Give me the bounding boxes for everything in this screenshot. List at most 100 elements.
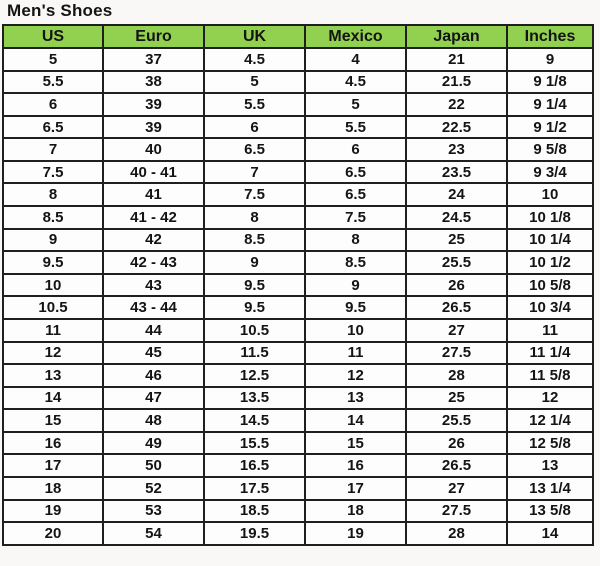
table-cell: 10 1/2 [506, 250, 594, 275]
table-cell: 9 3/4 [506, 159, 594, 185]
table-cell: 24.5 [405, 205, 508, 230]
table-cell: 46 [102, 363, 205, 388]
table-cell: 11 [506, 317, 594, 343]
table-cell: 6 [304, 137, 407, 162]
table-cell: 13 1/4 [506, 476, 594, 501]
table-cell: 9 [506, 47, 594, 72]
table-cell: 37 [102, 47, 205, 72]
table-cell: 13 [506, 453, 594, 478]
table-cell: 9.5 [2, 250, 104, 275]
table-cell: 28 [405, 521, 508, 546]
table-cell: 12.5 [203, 363, 306, 388]
table-cell: 7.5 [304, 205, 407, 230]
table-cell: 11 1/4 [506, 340, 594, 366]
table-cell: 7 [2, 137, 104, 162]
table-cell: 21.5 [405, 69, 508, 95]
column-header-euro: Euro [102, 24, 205, 49]
table-cell: 41 [102, 182, 205, 208]
table-cell: 43 [102, 272, 205, 298]
table-cell: 16.5 [203, 453, 306, 478]
column-header-us: US [2, 24, 104, 49]
table-cell: 44 [102, 317, 205, 343]
table-cell: 5.5 [304, 114, 407, 140]
table-cell: 10 [2, 272, 104, 298]
table-cell: 5 [2, 47, 104, 72]
table-cell: 25 [405, 227, 508, 253]
table-cell: 25 [405, 385, 508, 411]
table-cell: 25.5 [405, 408, 508, 433]
table-row: 18 52 17.5 17 27 13 1/4 [2, 476, 594, 501]
table-cell: 16 [304, 453, 407, 478]
table-row: 17 50 16.5 16 26.5 13 [2, 453, 594, 478]
table-row: 10 43 9.5 9 26 10 5/8 [2, 272, 594, 298]
table-cell: 15 [304, 430, 407, 456]
table-cell: 10 1/8 [506, 205, 594, 230]
column-header-inches: Inches [506, 24, 594, 49]
table-cell: 52 [102, 476, 205, 501]
table-cell: 9 [304, 272, 407, 298]
table-cell: 27 [405, 476, 508, 501]
table-row: 8 41 7.5 6.5 24 10 [2, 182, 594, 208]
table-cell: 47 [102, 385, 205, 411]
table-cell: 27.5 [405, 498, 508, 524]
table-cell: 48 [102, 408, 205, 433]
table-cell: 8 [203, 205, 306, 230]
table-cell: 17 [304, 476, 407, 501]
table-cell: 15 [2, 408, 104, 433]
table-cell: 38 [102, 69, 205, 95]
table-cell: 27.5 [405, 340, 508, 366]
table-row: 9 42 8.5 8 25 10 1/4 [2, 227, 594, 253]
table-cell: 14 [506, 521, 594, 546]
table-cell: 6 [2, 92, 104, 117]
table-cell: 19.5 [203, 521, 306, 546]
table-cell: 41 - 42 [102, 205, 205, 230]
table-cell: 50 [102, 453, 205, 478]
table-cell: 18.5 [203, 498, 306, 524]
table-cell: 13 [304, 385, 407, 411]
table-cell: 9 1/2 [506, 114, 594, 140]
table-cell: 7.5 [2, 159, 104, 185]
table-cell: 12 5/8 [506, 430, 594, 456]
table-cell: 9 [2, 227, 104, 253]
table-cell: 18 [304, 498, 407, 524]
table-cell: 6.5 [304, 159, 407, 185]
column-header-uk: UK [203, 24, 306, 49]
table-cell: 39 [102, 92, 205, 117]
table-cell: 11.5 [203, 340, 306, 366]
table-row: 5.5 38 5 4.5 21.5 9 1/8 [2, 69, 594, 95]
column-header-mexico: Mexico [304, 24, 407, 49]
table-cell: 9 1/8 [506, 69, 594, 95]
table-cell: 19 [2, 498, 104, 524]
table-cell: 7.5 [203, 182, 306, 208]
table-cell: 14 [2, 385, 104, 411]
table-cell: 6.5 [2, 114, 104, 140]
table-cell: 9 1/4 [506, 92, 594, 117]
table-cell: 12 [506, 385, 594, 411]
table-row: 6.5 39 6 5.5 22.5 9 1/2 [2, 114, 594, 140]
table-cell: 15.5 [203, 430, 306, 456]
table-row: 13 46 12.5 12 28 11 5/8 [2, 363, 594, 388]
table-cell: 6 [203, 114, 306, 140]
table-row: 10.5 43 - 44 9.5 9.5 26.5 10 3/4 [2, 295, 594, 320]
table-cell: 13 [2, 363, 104, 388]
table-row: 15 48 14.5 14 25.5 12 1/4 [2, 408, 594, 433]
table-cell: 11 5/8 [506, 363, 594, 388]
table-cell: 9.5 [304, 295, 407, 320]
table-row: 5 37 4.5 4 21 9 [2, 47, 594, 72]
table-cell: 17.5 [203, 476, 306, 501]
table-cell: 10 3/4 [506, 295, 594, 320]
table-cell: 13 5/8 [506, 498, 594, 524]
table-cell: 10 [506, 182, 594, 208]
table-cell: 22 [405, 92, 508, 117]
table-row: 16 49 15.5 15 26 12 5/8 [2, 430, 594, 456]
table-cell: 9.5 [203, 272, 306, 298]
table-row: 8.5 41 - 42 8 7.5 24.5 10 1/8 [2, 205, 594, 230]
table-row: 7 40 6.5 6 23 9 5/8 [2, 137, 594, 162]
table-cell: 40 - 41 [102, 159, 205, 185]
table-cell: 5.5 [203, 92, 306, 117]
table-row: 20 54 19.5 19 28 14 [2, 521, 594, 546]
table-cell: 10 [304, 317, 407, 343]
table-cell: 10.5 [2, 295, 104, 320]
table-cell: 23.5 [405, 159, 508, 185]
table-cell: 22.5 [405, 114, 508, 140]
